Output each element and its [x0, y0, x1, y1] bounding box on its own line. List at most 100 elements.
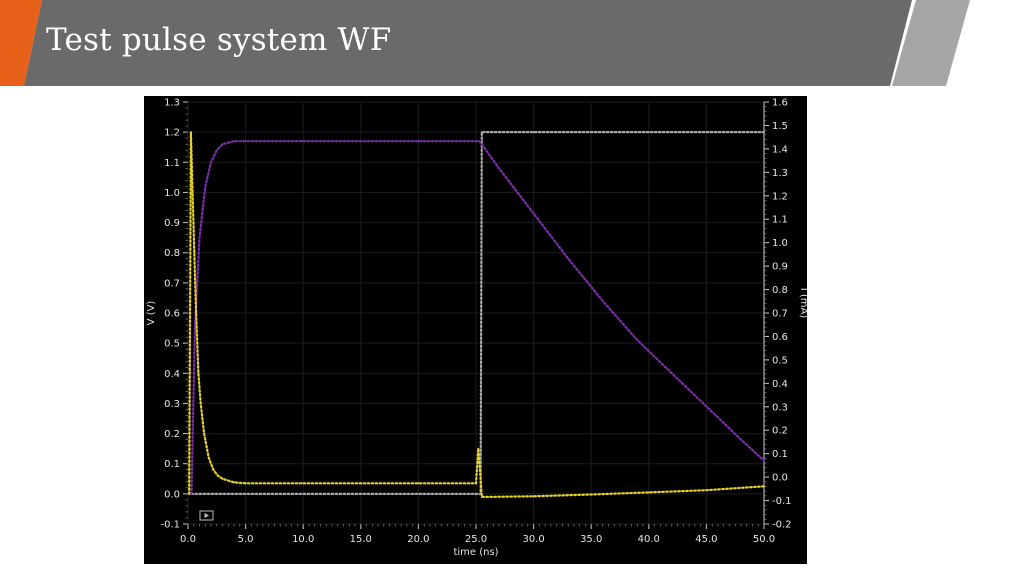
y-right-tick-label: 1.0: [772, 238, 788, 249]
series-1-point: [647, 131, 650, 134]
series-3-point: [302, 482, 305, 485]
y-left-tick-label: 0.2: [164, 429, 180, 440]
header-end-shape: [892, 0, 970, 86]
y-left-tick-label: 1.1: [164, 158, 180, 169]
series-3-point: [475, 482, 477, 485]
series-2-point: [190, 492, 193, 495]
series-3-point: [188, 492, 191, 495]
y-right-tick-label: -0.1: [772, 496, 792, 507]
series-line-2: [190, 140, 766, 495]
series-3-point: [193, 251, 196, 254]
series-3-point: [191, 191, 194, 194]
series-2-point: [204, 185, 207, 188]
series-3-point: [532, 495, 535, 498]
x-tick-label: 5.0: [238, 534, 254, 545]
series-3-point: [212, 468, 215, 471]
series-3-point: [590, 493, 593, 496]
y-left-tick-label: -0.1: [160, 520, 180, 531]
header-accent-shape: [0, 0, 42, 86]
series-2-point: [198, 236, 201, 239]
series-2-point: [705, 405, 708, 408]
series-1-point: [532, 131, 535, 134]
y-right-tick-label: 0.7: [772, 309, 788, 320]
series-3-point: [705, 489, 708, 492]
y-right-tick-label: 0.1: [772, 449, 788, 460]
x-tick-label: 15.0: [350, 534, 372, 545]
x-tick-label: 30.0: [522, 534, 544, 545]
series-2-point: [233, 140, 235, 143]
series-2-point: [221, 143, 224, 146]
header-banner: [0, 0, 970, 86]
y-right-tick-label: 1.6: [772, 98, 788, 109]
series-1-point: [475, 492, 477, 495]
series-3-point: [199, 402, 202, 405]
chart-svg: 0.0 5.0 10.0 15.0 20.0 25.0 30.0 35.0 40.0 45.0 50…: [146, 98, 807, 559]
y-left-tick-label: 1.3: [164, 98, 180, 109]
y-left-tick-label: 0.1: [164, 459, 180, 470]
series-3-point: [207, 456, 210, 459]
y-left-tick-label: 0.0: [164, 489, 180, 500]
series-2-point: [670, 372, 673, 375]
series-2-point: [359, 140, 362, 143]
series-3-point: [195, 312, 197, 314]
x-tick-label: 50.0: [753, 534, 775, 545]
y-right-tick-label: 0.4: [772, 379, 788, 390]
y-right-axis-title: I (mA): [798, 288, 807, 319]
series-3-point: [417, 482, 420, 485]
series-3-point: [203, 432, 206, 435]
series-3-point: [233, 481, 235, 484]
x-tick-label: 25.0: [465, 534, 487, 545]
series-3-point: [221, 477, 224, 480]
series-2-point: [532, 212, 535, 215]
y-right-tick-label: 0.8: [772, 285, 788, 296]
y-right-tick-label: 1.2: [772, 191, 788, 202]
y-right-tick-label: 0.0: [772, 473, 788, 484]
y-left-tick-label: 0.6: [164, 309, 180, 320]
x-tick-label: 45.0: [695, 534, 717, 545]
y-right-tick-label: 0.9: [772, 262, 788, 273]
x-tick-label: 40.0: [638, 534, 660, 545]
series-3-point: [477, 447, 480, 450]
y-right-tick-label: 1.5: [772, 121, 788, 132]
y-right-tick-label: 1.1: [772, 215, 788, 226]
series-3-point: [763, 485, 765, 488]
y-right-tick-label: 0.6: [772, 332, 788, 343]
x-tick-label: 0.0: [180, 534, 196, 545]
y-right-tick-label: 0.3: [772, 402, 788, 413]
y-right-tick-label: 1.3: [772, 168, 788, 179]
y-left-tick-label: 0.4: [164, 369, 180, 380]
y-left-tick-label: 1.2: [164, 128, 180, 139]
x-tick-label: 35.0: [580, 534, 602, 545]
series-2-point: [567, 257, 570, 260]
header-main-bar: [24, 0, 912, 86]
series-2-point: [478, 140, 481, 143]
series-2-point: [498, 167, 500, 170]
series-3-point: [486, 495, 489, 498]
series-2-point: [244, 140, 247, 143]
series-3-point: [197, 372, 200, 375]
series-3-point: [217, 474, 219, 477]
y-right-tick-label: -0.2: [772, 520, 792, 531]
y-left-tick-label: 1.0: [164, 188, 180, 199]
series-2-point: [601, 300, 604, 302]
series-2-point: [417, 140, 420, 143]
y-left-tick-label: 0.9: [164, 218, 180, 229]
series-3-point: [189, 131, 192, 134]
y-right-tick-label: 0.5: [772, 355, 788, 366]
x-axis-title: time (ns): [453, 547, 498, 558]
slide-header: Test pulse system WF: [0, 0, 1024, 86]
series-2-point: [740, 438, 742, 441]
play-icon: [204, 513, 209, 518]
series-3-point: [359, 482, 362, 485]
x-tick-label: 20.0: [407, 534, 429, 545]
series-3-point: [479, 477, 482, 480]
series-1-point: [763, 131, 765, 134]
waveform-chart: 0.0 5.0 10.0 15.0 20.0 25.0 30.0 35.0 40.0 45.0 50…: [144, 96, 807, 564]
series-1-point: [480, 131, 483, 134]
y-right-tick-label: 1.4: [772, 144, 788, 155]
y-left-tick-label: 0.8: [164, 248, 180, 259]
x-tick-label: 10.0: [292, 534, 314, 545]
series-2-point: [302, 140, 305, 143]
y-left-tick-label: 0.5: [164, 339, 180, 350]
series-2-point: [215, 149, 218, 152]
